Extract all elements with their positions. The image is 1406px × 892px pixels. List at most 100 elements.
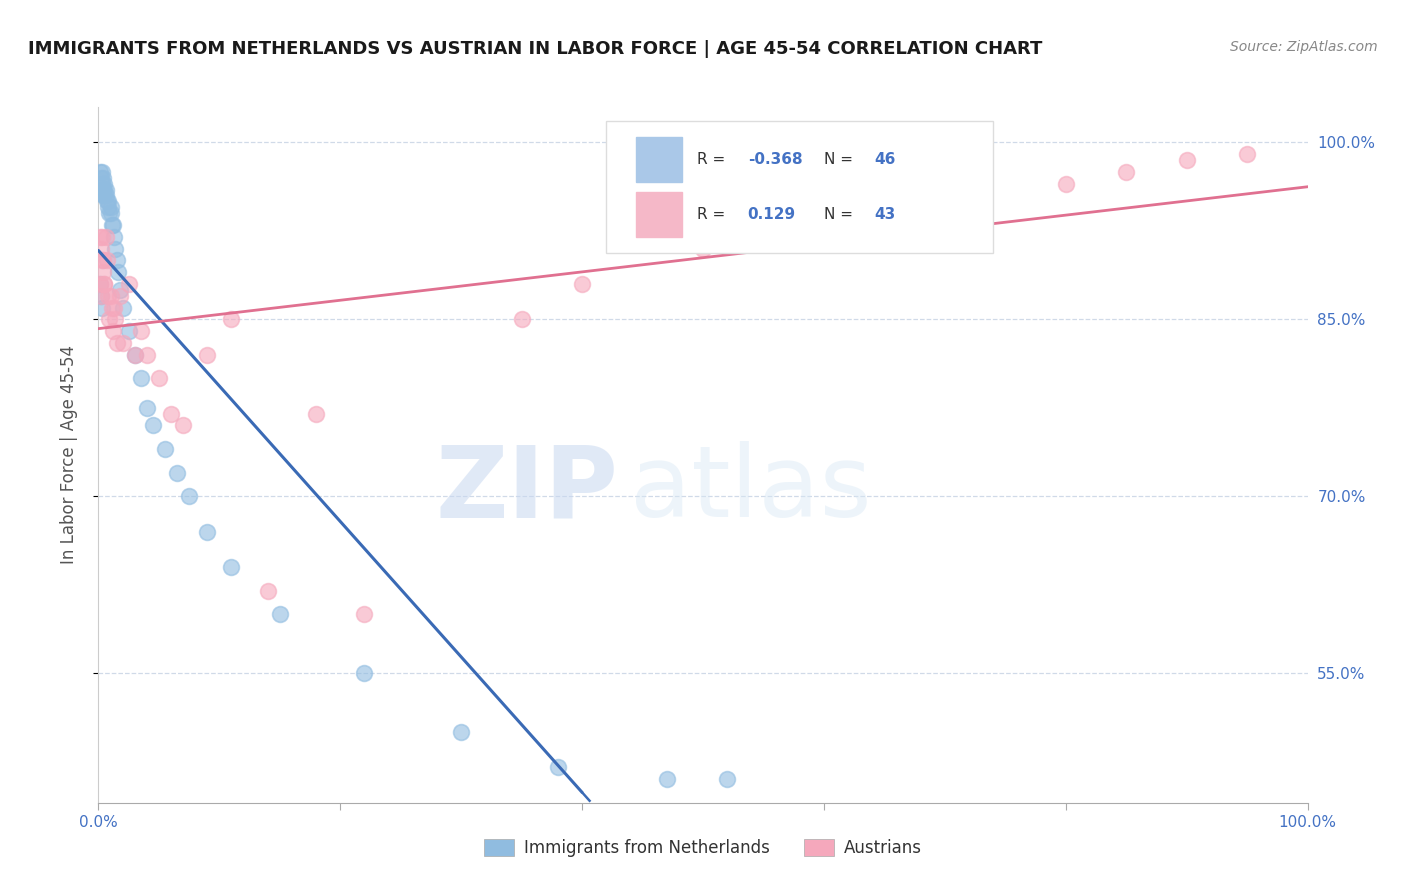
Bar [637, 193, 682, 237]
Point [269, 607, 291, 621]
Point [510, 312, 533, 326]
Point [100, 289, 122, 303]
Point [98, 312, 121, 326]
Point [111, 335, 134, 350]
Text: 0.129: 0.129 [748, 207, 796, 222]
Point [91, 165, 114, 179]
Point [94, 229, 117, 244]
Text: R =: R = [697, 207, 730, 222]
FancyBboxPatch shape [606, 121, 993, 253]
Point [111, 301, 134, 315]
Point [1115, 165, 1137, 179]
Point [97, 289, 120, 303]
Point [91, 265, 114, 279]
Point [98, 206, 121, 220]
Point [129, 371, 152, 385]
Point [135, 348, 157, 362]
Point [93, 183, 115, 197]
Point [135, 401, 157, 415]
Point [91, 183, 114, 197]
Point [94, 183, 117, 197]
Point [124, 348, 146, 362]
Point [353, 607, 375, 621]
Point [91, 170, 114, 185]
Point [93, 177, 115, 191]
Point [100, 218, 122, 232]
Point [305, 407, 328, 421]
Text: IMMIGRANTS FROM NETHERLANDS VS AUSTRIAN IN LABOR FORCE | AGE 45-54 CORRELATION C: IMMIGRANTS FROM NETHERLANDS VS AUSTRIAN … [28, 40, 1042, 58]
Point [166, 466, 188, 480]
Point [89, 277, 111, 291]
Point [91, 188, 114, 202]
Point [101, 218, 124, 232]
Point [93, 277, 115, 291]
Point [100, 206, 122, 220]
Point [91, 253, 114, 268]
Point [105, 335, 128, 350]
Point [89, 165, 111, 179]
Point [450, 725, 472, 739]
Text: -0.368: -0.368 [748, 152, 803, 167]
Point [153, 442, 176, 456]
Point [195, 348, 218, 362]
Point [100, 301, 122, 315]
Point [101, 324, 124, 338]
Point [142, 418, 165, 433]
Point [571, 277, 593, 291]
Text: 46: 46 [875, 152, 896, 167]
Point [108, 283, 131, 297]
Point [90, 289, 112, 303]
Point [118, 277, 141, 291]
Point [97, 200, 120, 214]
Point [179, 489, 201, 503]
Point [90, 183, 112, 197]
Point [93, 277, 115, 291]
Point [89, 229, 111, 244]
Point [103, 229, 125, 244]
Point [89, 277, 111, 291]
Point [129, 324, 152, 338]
Point [148, 371, 170, 385]
Point [96, 194, 118, 209]
Text: R =: R = [697, 152, 730, 167]
Point [93, 188, 115, 202]
Point [1175, 153, 1198, 167]
Point [118, 324, 141, 338]
Point [91, 229, 114, 244]
Text: 43: 43 [875, 207, 896, 222]
Point [655, 772, 678, 787]
Text: N =: N = [824, 152, 858, 167]
Text: ZIP: ZIP [436, 442, 619, 538]
Point [96, 253, 118, 268]
Point [160, 407, 183, 421]
Point [256, 583, 278, 598]
Point [94, 188, 117, 202]
Point [91, 253, 114, 268]
Y-axis label: In Labor Force | Age 45-54: In Labor Force | Age 45-54 [59, 345, 77, 565]
Point [221, 560, 243, 574]
Point [107, 265, 129, 279]
Point [104, 312, 127, 326]
Point [221, 312, 243, 326]
Point [1054, 177, 1077, 191]
Point [90, 289, 112, 303]
Point [104, 242, 127, 256]
Legend: Immigrants from Netherlands, Austrians: Immigrants from Netherlands, Austrians [478, 832, 928, 864]
Text: Source: ZipAtlas.com: Source: ZipAtlas.com [1230, 40, 1378, 54]
Point [716, 772, 738, 787]
Point [103, 301, 125, 315]
Bar [637, 136, 682, 182]
Point [692, 242, 714, 256]
Point [1236, 147, 1258, 161]
Point [100, 200, 122, 214]
Point [91, 301, 114, 315]
Text: N =: N = [824, 207, 858, 222]
Point [97, 194, 120, 209]
Point [353, 666, 375, 681]
Point [195, 524, 218, 539]
Point [172, 418, 194, 433]
Point [90, 170, 112, 185]
Point [105, 253, 128, 268]
Point [108, 289, 131, 303]
Point [91, 177, 114, 191]
